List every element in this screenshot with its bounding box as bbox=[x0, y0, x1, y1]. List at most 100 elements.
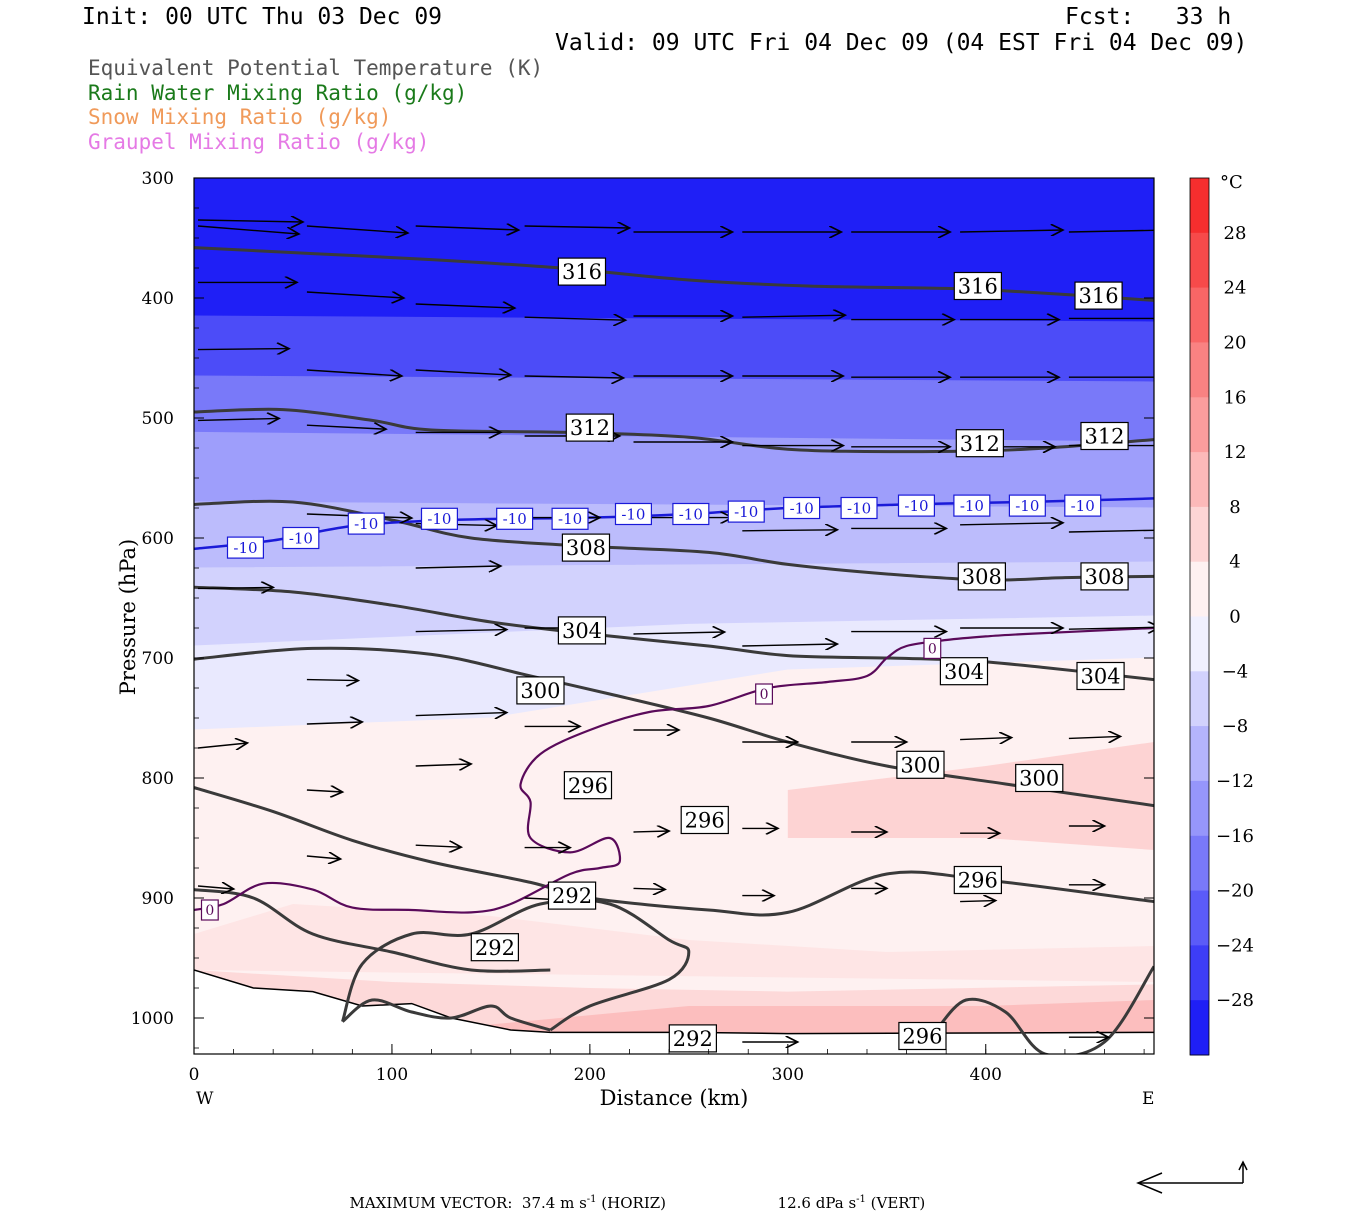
wind-vector bbox=[960, 230, 1063, 232]
temperature-band bbox=[194, 375, 1154, 443]
theta-e-label-box bbox=[557, 257, 607, 286]
isotherm-label-box bbox=[551, 507, 589, 530]
wind-vector bbox=[306, 722, 362, 724]
theta-e-contour bbox=[194, 888, 551, 973]
plot-frame bbox=[193, 177, 1155, 1055]
wind-vector bbox=[633, 831, 670, 832]
forecast-hour: Fcst: 33 h bbox=[1065, 4, 1232, 30]
theta-e-contour bbox=[341, 898, 691, 1032]
theta-e-label: 296 bbox=[568, 774, 608, 798]
theta-e-label: 308 bbox=[962, 565, 1002, 589]
y-tick-label: 800 bbox=[142, 769, 174, 789]
colorbar-label: −16 bbox=[1216, 826, 1254, 847]
theta-e-contour bbox=[194, 585, 1154, 682]
theta-e-label: 292 bbox=[673, 1027, 713, 1051]
wind-vector bbox=[197, 886, 234, 889]
wind-vector bbox=[415, 713, 507, 716]
wind-vector bbox=[197, 743, 247, 748]
x-tick-label: 0 bbox=[189, 1065, 200, 1085]
theta-e-label-box bbox=[516, 676, 565, 705]
wind-vector bbox=[415, 630, 507, 632]
isotherm-label: -10 bbox=[354, 515, 378, 533]
wind-vector bbox=[197, 349, 289, 350]
isotherm-label-box bbox=[783, 496, 821, 520]
colorbar-segment bbox=[1190, 726, 1209, 782]
colorbar-segment bbox=[1190, 780, 1209, 837]
theta-e-label: 292 bbox=[475, 936, 515, 960]
legend-entry: Snow Mixing Ratio (g/kg) bbox=[88, 105, 392, 129]
colorbar-segment bbox=[1190, 890, 1209, 946]
wind-vector bbox=[1068, 229, 1154, 233]
theta-e-label-box bbox=[557, 616, 607, 645]
isotherm-label: -10 bbox=[1015, 497, 1039, 515]
legend-entry: Graupel Mixing Ratio (g/kg) bbox=[88, 129, 430, 154]
theta-e-label: 296 bbox=[958, 869, 998, 893]
max-horiz-text: MAXIMUM VECTOR: 37.4 m s bbox=[349, 1194, 587, 1212]
colorbar-label: 24 bbox=[1224, 278, 1247, 299]
theta-e-label-box bbox=[1080, 421, 1129, 451]
isotherm-label-box bbox=[420, 507, 459, 530]
isotherm-zero-label-box bbox=[923, 637, 942, 660]
isotherm-label: -10 bbox=[734, 503, 758, 521]
colorbar-segment bbox=[1190, 671, 1209, 727]
colorbar-frame bbox=[1189, 177, 1210, 1056]
max-vector-note: MAXIMUM VECTOR: 37.4 m s-1 (HORIZ) bbox=[340, 1176, 666, 1212]
theta-e-contour bbox=[194, 646, 1154, 808]
isotherm-label-box bbox=[840, 496, 878, 520]
theta-e-label: 316 bbox=[562, 260, 602, 284]
wind-vector bbox=[742, 530, 837, 531]
theta-e-label: 296 bbox=[902, 1025, 942, 1049]
colorbar-label: 4 bbox=[1229, 552, 1240, 573]
colorbar-label: −8 bbox=[1222, 716, 1249, 737]
theta-e-label-box bbox=[955, 429, 1004, 458]
theta-e-label: 312 bbox=[1084, 425, 1124, 449]
theta-e-label-box bbox=[680, 805, 729, 835]
max-vert-note: 12.6 dPa s-1 (VERT) bbox=[768, 1176, 926, 1212]
isotherm-label-box bbox=[727, 500, 765, 523]
colorbar-segment bbox=[1190, 342, 1209, 398]
isotherm-label-box bbox=[1008, 494, 1046, 517]
isotherm-label: -10 bbox=[847, 499, 871, 517]
theta-e-label: 300 bbox=[1019, 767, 1059, 791]
isotherm-label-box bbox=[347, 512, 385, 535]
isotherm-label: -10 bbox=[960, 497, 984, 515]
theta-e-label-box bbox=[547, 881, 597, 910]
wind-vector bbox=[1068, 736, 1121, 738]
colorbar-label: −4 bbox=[1222, 661, 1249, 682]
theta-e-label-box bbox=[953, 271, 1002, 301]
theta-e-label: 300 bbox=[900, 753, 940, 777]
wind-vector bbox=[633, 888, 666, 889]
colorbar-segment bbox=[1190, 1000, 1209, 1056]
x-tick-label: 400 bbox=[970, 1065, 1002, 1085]
theta-e-label-box bbox=[898, 1021, 947, 1051]
theta-e-label: 316 bbox=[1079, 284, 1119, 308]
isotherm-label: -10 bbox=[1071, 497, 1095, 515]
isotherm-label: -10 bbox=[904, 497, 928, 515]
theta-e-label-box bbox=[1076, 661, 1125, 691]
wind-vector bbox=[415, 304, 515, 308]
colorbar-label: 20 bbox=[1224, 332, 1247, 353]
isotherm-label: -10 bbox=[679, 505, 703, 523]
theta-e-label-box bbox=[470, 933, 519, 962]
theta-e-label-box bbox=[1080, 562, 1129, 591]
theta-e-contour bbox=[341, 998, 551, 1032]
isotherm-label: -10 bbox=[621, 505, 645, 523]
terrain-mask bbox=[194, 970, 1154, 1054]
theta-e-label: 304 bbox=[944, 660, 984, 684]
colorbar-label: 8 bbox=[1229, 497, 1240, 518]
colorbar-segment bbox=[1190, 506, 1209, 563]
wind-vector bbox=[1068, 627, 1154, 629]
wind-vector bbox=[197, 587, 273, 588]
colorbar-label: 12 bbox=[1224, 442, 1247, 463]
y-tick-label: 700 bbox=[142, 649, 174, 669]
colorbar-segment bbox=[1190, 287, 1209, 343]
wind-vector bbox=[633, 632, 725, 634]
theta-e-label: 292 bbox=[552, 884, 592, 908]
y-tick-label: 1000 bbox=[131, 1009, 174, 1029]
colorbar-label: −12 bbox=[1216, 771, 1254, 792]
wind-vector bbox=[415, 226, 519, 230]
theta-e-label-box bbox=[896, 750, 945, 779]
isotherm-zero-label-box bbox=[755, 683, 774, 705]
isotherm-label: -10 bbox=[503, 510, 527, 528]
